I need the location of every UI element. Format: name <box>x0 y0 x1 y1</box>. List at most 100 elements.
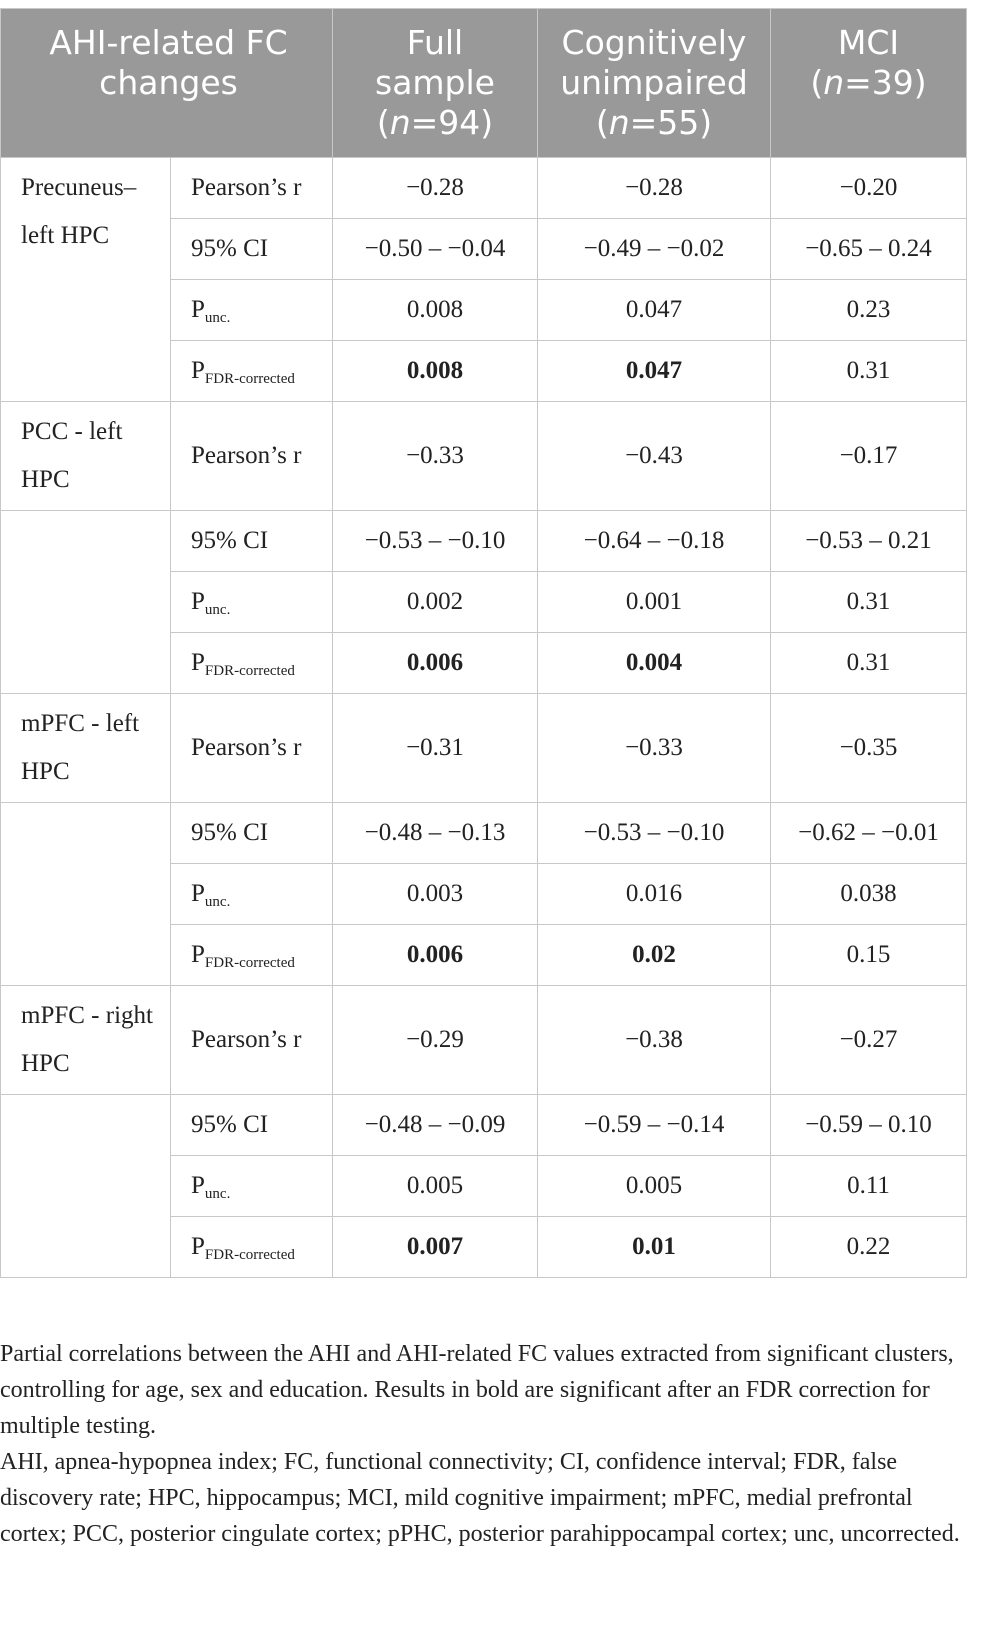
value-cell: 0.016 <box>537 863 771 925</box>
stat-cell: PFDR-corrected <box>170 1216 333 1278</box>
table-row: PCC - left HPC Pearson’s r −0.33 −0.43 −0.17 <box>0 401 967 511</box>
header-row: AHI-related FC changes Full sample (n=94) Cog… <box>0 8 967 158</box>
header-n-rest: =39) <box>844 63 927 102</box>
header-line: Full <box>406 23 464 62</box>
value-cell: −0.35 <box>770 693 967 803</box>
value-cell: 0.005 <box>537 1155 771 1217</box>
value-cell: −0.27 <box>770 985 967 1095</box>
value-cell: −0.59 – −0.14 <box>537 1094 771 1156</box>
value-cell: −0.17 <box>770 401 967 511</box>
value-cell: 0.001 <box>537 571 771 633</box>
stat-cell: 95% CI <box>170 510 333 572</box>
stat-cell: PFDR-corrected <box>170 632 333 694</box>
value-cell: −0.64 – −0.18 <box>537 510 771 572</box>
value-cell: −0.53 – −0.10 <box>537 802 771 864</box>
stat-cell: Punc. <box>170 279 333 341</box>
value-cell: 0.01 <box>537 1216 771 1278</box>
empty-cell <box>0 1094 171 1278</box>
stat-cell: Pearson’s r <box>170 693 333 803</box>
header-line: changes <box>99 63 238 102</box>
stat-subscript: unc. <box>204 894 231 910</box>
value-cell: −0.50 – −0.04 <box>332 218 538 280</box>
stat-subscript: FDR-corrected <box>204 1247 295 1263</box>
stat-cell: 95% CI <box>170 218 333 280</box>
stat-name: P <box>191 296 205 323</box>
table-row: PFDR-corrected 0.008 0.047 0.31 <box>1 340 967 402</box>
header-n-line: (n=39) <box>777 63 960 103</box>
header-cell: AHI-related FC changes <box>0 8 333 158</box>
stat-name: P <box>191 357 205 384</box>
header-line: unimpaired <box>560 63 748 102</box>
value-cell: 0.005 <box>332 1155 538 1217</box>
stat-cell: Pearson’s r <box>170 157 333 219</box>
table-figure: AHI-related FC changes Full sample (n=94) Cog… <box>0 8 967 1552</box>
value-cell: 0.006 <box>332 924 538 986</box>
empty-cell <box>0 510 171 694</box>
footnote: AHI, apnea-hypopnea index; FC, functiona… <box>0 1449 960 1547</box>
table-row: 95% CI −0.53 – −0.10 −0.64 – −0.18 −0.53 – … <box>0 510 967 694</box>
value-cell: 0.31 <box>770 632 967 694</box>
table-row: PFDR-corrected 0.007 0.01 0.22 <box>1 1216 967 1278</box>
table-row: Punc. 0.003 0.016 0.038 <box>1 863 967 925</box>
table-row: Punc. 0.005 0.005 0.11 <box>1 1155 967 1217</box>
stat-name: 95% CI <box>191 819 269 846</box>
header-cell: Full sample (n=94) <box>332 8 538 158</box>
stat-cell: Punc. <box>170 1155 333 1217</box>
footnotes: Partial correlations between the AHI and… <box>0 1336 970 1552</box>
stat-name: 95% CI <box>191 1111 269 1138</box>
stat-name: Pearson’s r <box>191 734 302 761</box>
value-cell: 0.11 <box>770 1155 967 1217</box>
row-group-label: Precuneus–left HPC <box>0 157 171 402</box>
stat-cell: Punc. <box>170 571 333 633</box>
footnote: Partial correlations between the AHI and… <box>0 1341 954 1439</box>
value-cell: 0.004 <box>537 632 771 694</box>
stat-subscript: FDR-corrected <box>204 371 295 387</box>
value-cell: 0.31 <box>770 571 967 633</box>
header-line: MCI <box>837 23 900 62</box>
header-n-italic: n <box>389 103 411 142</box>
stat-name: Pearson’s r <box>191 174 302 201</box>
value-cell: 0.02 <box>537 924 771 986</box>
value-cell: 0.002 <box>332 571 538 633</box>
value-cell: −0.20 <box>770 157 967 219</box>
value-cell: −0.38 <box>537 985 771 1095</box>
value-cell: −0.62 – −0.01 <box>770 802 967 864</box>
stat-name: 95% CI <box>191 235 269 262</box>
value-cell: −0.48 – −0.09 <box>332 1094 538 1156</box>
stat-subscript: unc. <box>204 310 231 326</box>
value-cell: −0.29 <box>332 985 538 1095</box>
value-cell: −0.65 – 0.24 <box>770 218 967 280</box>
header-n-rest: =94) <box>410 103 494 142</box>
header-n-open: ( <box>810 63 824 102</box>
header-n-line: (n=94) <box>339 103 531 143</box>
table-body: Precuneus–left HPC Pearson’s r −0.28 −0.28−… <box>0 157 967 1278</box>
header-n-rest: =55) <box>629 103 713 142</box>
value-cell: 0.006 <box>332 632 538 694</box>
value-cell: −0.53 – 0.21 <box>770 510 967 572</box>
value-cell: 0.31 <box>770 340 967 402</box>
table-row: 95% CI −0.48 – −0.09 −0.59 – −0.14 −0.59 – … <box>0 1094 967 1278</box>
stat-cell: 95% CI <box>170 1094 333 1156</box>
stat-cell: PFDR-corrected <box>170 924 333 986</box>
value-cell: −0.43 <box>537 401 771 511</box>
value-cell: 0.047 <box>537 340 771 402</box>
value-cell: −0.28 <box>537 157 771 219</box>
header-line: sample <box>375 63 495 102</box>
table-row: PFDR-corrected 0.006 0.02 0.15 <box>1 924 967 986</box>
table-row: mPFC - right HPC Pearson’s r −0.29 −0.38 −0.… <box>0 985 967 1095</box>
value-cell: −0.59 – 0.10 <box>770 1094 967 1156</box>
stat-subscript: unc. <box>204 602 231 618</box>
value-cell: 0.008 <box>332 340 538 402</box>
header-cell: Cognitively unimpaired (n=55) <box>537 8 771 158</box>
value-cell: −0.53 – −0.10 <box>332 510 538 572</box>
stat-name: P <box>191 1172 205 1199</box>
stat-name: P <box>191 649 205 676</box>
stat-cell: Pearson’s r <box>170 985 333 1095</box>
header-n-open: ( <box>595 103 609 142</box>
value-cell: 0.22 <box>770 1216 967 1278</box>
header-n-open: ( <box>376 103 390 142</box>
row-group-label: PCC - left HPC <box>0 401 171 511</box>
stat-subscript: FDR-corrected <box>204 663 295 679</box>
empty-cell <box>0 802 171 986</box>
stat-name: P <box>191 941 205 968</box>
